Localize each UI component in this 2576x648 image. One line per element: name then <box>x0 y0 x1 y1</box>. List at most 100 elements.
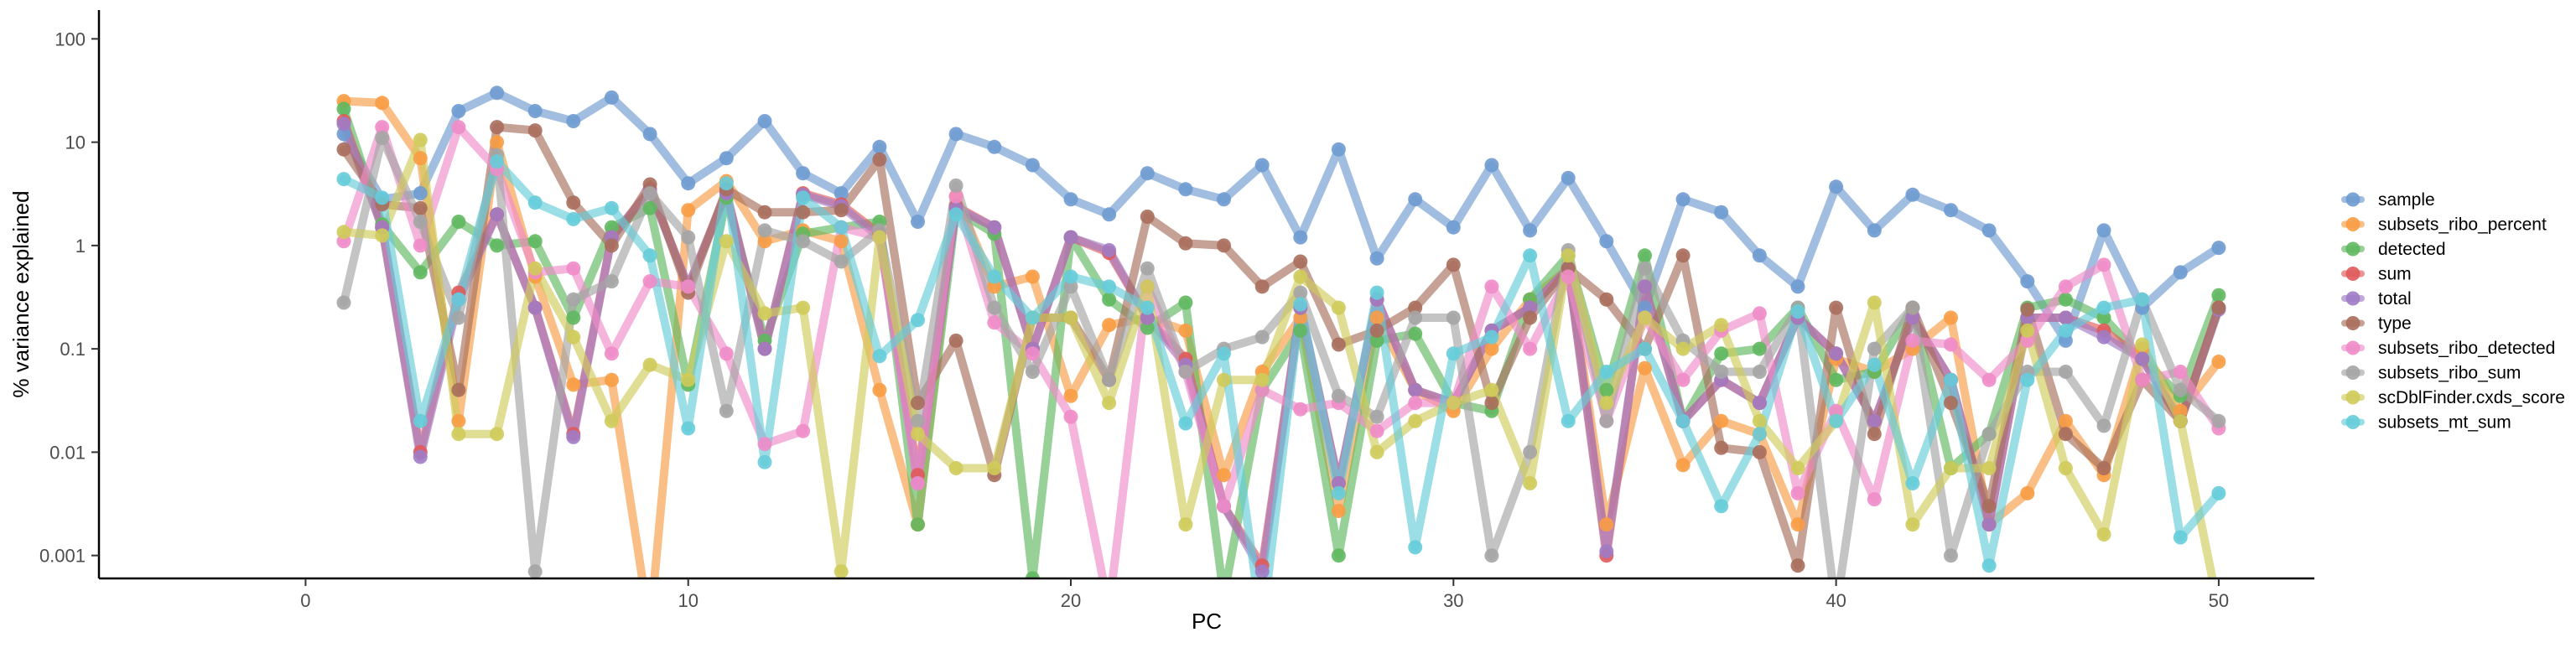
data-point-subsets_mt_sum <box>1446 346 1461 361</box>
data-point-subsets_ribo_percent <box>1599 517 1614 532</box>
data-point-sample <box>1523 223 1538 238</box>
data-point-subsets_ribo_sum <box>796 234 811 249</box>
data-point-type <box>1675 248 1690 263</box>
data-point-sample <box>566 114 581 128</box>
data-point-subsets_ribo_percent <box>1675 458 1690 473</box>
data-point-scDblFinder.cxds_score <box>1140 279 1155 294</box>
data-point-scDblFinder.cxds_score <box>1944 461 1958 475</box>
y-tick-label: 0.01 <box>49 442 86 463</box>
legend-label: type <box>2378 314 2412 334</box>
data-point-subsets_mt_sum <box>2135 292 2150 307</box>
data-point-subsets_ribo_sum <box>1944 548 1958 563</box>
data-point-subsets_ribo_sum <box>642 186 657 201</box>
data-point-subsets_ribo_percent <box>834 234 849 249</box>
data-point-subsets_ribo_detected <box>1829 403 1844 418</box>
data-point-scDblFinder.cxds_score <box>2173 413 2188 428</box>
data-point-subsets_ribo_percent <box>681 203 696 218</box>
data-point-subsets_mt_sum <box>1331 485 1346 500</box>
data-point-subsets_ribo_detected <box>1561 269 1576 284</box>
y-axis-ticks: 0.001 0.01 0.1 1 10 100 <box>39 29 99 567</box>
data-point-subsets_ribo_percent <box>604 372 619 387</box>
data-point-subsets_ribo_detected <box>1369 423 1384 438</box>
data-point-sample <box>1981 223 1997 238</box>
data-point-sample <box>1293 230 1308 245</box>
series-line-sample <box>340 88 2223 345</box>
data-point-type <box>796 205 811 220</box>
data-point-scDblFinder.cxds_score <box>1714 318 1729 333</box>
x-tick-label: 40 <box>1826 590 1846 611</box>
data-point-sample <box>796 166 811 181</box>
data-point-subsets_ribo_percent <box>1944 310 1958 325</box>
data-point-scDblFinder.cxds_score <box>1102 396 1117 411</box>
axes <box>97 10 2314 580</box>
data-point-sample <box>834 186 849 201</box>
data-point-type <box>948 333 963 348</box>
data-point-subsets_ribo_percent <box>1369 310 1384 325</box>
data-point-subsets_ribo_sum <box>948 178 963 193</box>
data-point-subsets_mt_sum <box>604 200 619 215</box>
data-point-subsets_ribo_sum <box>527 564 543 578</box>
data-point-detected <box>566 310 581 325</box>
data-point-scDblFinder.cxds_score <box>2058 461 2073 475</box>
data-point-subsets_mt_sum <box>1981 558 1997 573</box>
legend-label: detected <box>2378 240 2446 259</box>
data-point-detected <box>1714 346 1729 361</box>
data-point-subsets_mt_sum <box>1025 310 1040 325</box>
data-point-subsets_mt_sum <box>1523 248 1538 263</box>
data-point-total <box>1408 382 1423 397</box>
data-point-subsets_ribo_sum <box>757 223 772 238</box>
data-point-scDblFinder.cxds_score <box>757 306 772 321</box>
data-point-subsets_mt_sum <box>1140 300 1155 315</box>
data-point-subsets_ribo_detected <box>1981 372 1997 387</box>
data-point-subsets_ribo_detected <box>1484 279 1499 294</box>
data-point-subsets_mt_sum <box>1408 540 1423 555</box>
data-point-total <box>757 341 772 356</box>
data-point-subsets_ribo_percent <box>1217 468 1231 483</box>
data-point-type <box>1829 300 1844 315</box>
data-point-subsets_ribo_sum <box>1140 261 1155 276</box>
data-point-subsets_mt_sum <box>1255 620 1270 635</box>
data-point-type <box>1752 444 1767 459</box>
data-point-detected <box>1178 295 1193 310</box>
legend-label: subsets_ribo_detected <box>2378 339 2555 358</box>
data-point-subsets_mt_sum <box>566 211 581 226</box>
legend-label: subsets_mt_sum <box>2378 413 2511 433</box>
data-point-subsets_mt_sum <box>1063 269 1078 284</box>
legend: sample subsets_ribo_percent detected sum tot… <box>2341 190 2565 433</box>
data-point-type <box>1446 257 1461 272</box>
data-point-scDblFinder.cxds_score <box>1561 248 1576 263</box>
data-point-scDblFinder.cxds_score <box>911 427 925 442</box>
data-point-detected <box>1140 320 1155 335</box>
data-point-sample <box>1905 187 1920 202</box>
data-point-subsets_ribo_sum <box>1638 261 1652 276</box>
legend-swatch-point <box>2345 291 2360 306</box>
data-point-subsets_mt_sum <box>1599 365 1614 379</box>
data-point-scDblFinder.cxds_score <box>1484 382 1499 397</box>
data-point-scDblFinder.cxds_score <box>948 461 963 475</box>
data-point-subsets_ribo_sum <box>1293 285 1308 300</box>
data-point-sample <box>527 104 543 118</box>
data-point-total <box>566 429 581 444</box>
data-point-sample <box>1675 192 1690 207</box>
data-point-subsets_mt_sum <box>413 413 428 428</box>
data-point-subsets_mt_sum <box>987 269 1002 284</box>
data-point-subsets_ribo_percent <box>1714 413 1729 428</box>
data-point-scDblFinder.cxds_score <box>604 413 619 428</box>
data-point-subsets_ribo_detected <box>375 120 390 135</box>
data-point-scDblFinder.cxds_score <box>872 230 887 245</box>
data-point-subsets_ribo_percent <box>490 135 505 150</box>
series-lines <box>340 88 2223 578</box>
data-point-subsets_ribo_percent <box>2020 485 2035 500</box>
legend-swatch-point <box>2345 267 2360 281</box>
data-point-subsets_mt_sum <box>1829 413 1844 428</box>
data-point-subsets_ribo_detected <box>642 274 657 289</box>
data-point-sample <box>1714 205 1729 220</box>
data-point-subsets_ribo_detected <box>1102 603 1116 617</box>
data-point-subsets_ribo_sum <box>1063 279 1078 294</box>
data-point-subsets_mt_sum <box>757 454 772 469</box>
data-point-subsets_ribo_sum <box>375 131 390 145</box>
data-point-type <box>1178 236 1193 251</box>
y-tick-label: 100 <box>55 29 86 49</box>
data-point-total <box>413 449 428 464</box>
data-point-sample <box>1790 279 1805 294</box>
